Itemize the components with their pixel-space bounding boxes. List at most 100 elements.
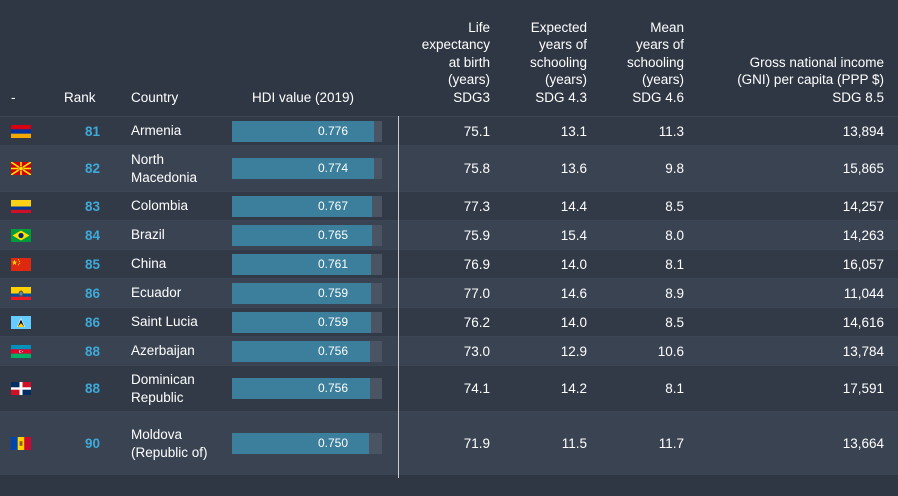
gni-value: 13,664 (842, 436, 884, 451)
hdi-bar-track: 0.750 (232, 433, 382, 454)
mean-schooling-cell: 9.8 (590, 146, 684, 191)
mean-schooling-value: 8.1 (665, 256, 684, 272)
expected-schooling-value: 13.6 (560, 161, 587, 176)
country-cell: North Macedonia (131, 146, 226, 191)
gni-cell: 16,057 (690, 250, 884, 278)
table-row[interactable]: 88 Dominican Republic 0.756 74.1 14.2 8.… (0, 365, 898, 411)
header-flag[interactable]: - (11, 89, 16, 105)
hdi-bar-fill (232, 158, 374, 179)
country-cell: Saint Lucia (131, 308, 226, 336)
hdi-bar-fill (232, 195, 373, 217)
header-expected-schooling[interactable]: Expected years of schooling (years) SDG … (495, 19, 587, 107)
header-gni[interactable]: Gross national income (GNI) per capita (… (690, 54, 884, 107)
rank-cell: 88 (62, 337, 100, 365)
country-cell: Dominican Republic (131, 366, 226, 411)
header-rank[interactable]: Rank (64, 89, 96, 105)
hdi-cell: 0.774 (232, 146, 382, 191)
table-row[interactable]: 88 Azerbaijan 0.756 73.0 12.9 10.6 13,78… (0, 336, 898, 365)
life-expectancy-cell: 75.8 (400, 146, 490, 191)
header-gni-line: (GNI) per capita (PPP $) (737, 72, 884, 87)
expected-schooling-value: 14.0 (560, 256, 587, 272)
gni-cell: 11,044 (690, 279, 884, 307)
life-expectancy-cell: 77.0 (400, 279, 490, 307)
flag-cell (11, 308, 31, 336)
hdi-bar-fill (232, 120, 374, 142)
hdi-bar-fill (232, 311, 371, 333)
expected-schooling-value: 14.6 (560, 285, 587, 301)
gni-cell: 13,894 (690, 117, 884, 145)
expected-schooling-cell: 13.1 (495, 117, 587, 145)
gni-value: 11,044 (843, 285, 884, 301)
hdi-bar-track: 0.761 (232, 253, 382, 275)
country-cell: Armenia (131, 117, 226, 145)
flag-cell (11, 412, 31, 475)
hdi-bar-track: 0.765 (232, 224, 382, 246)
gni-value: 15,865 (842, 161, 884, 176)
country-name: Armenia (131, 123, 182, 138)
header-life-line: expectancy (421, 37, 490, 52)
header-hdi[interactable]: HDI value (2019) (252, 89, 355, 105)
expected-schooling-value: 15.4 (560, 227, 587, 243)
life-expectancy-cell: 71.9 (400, 412, 490, 475)
flag-cell (11, 192, 31, 220)
table-row[interactable]: 85 China 0.761 76.9 14.0 8.1 16,057 (0, 249, 898, 278)
header-country[interactable]: Country (131, 89, 179, 105)
column-divider (398, 116, 399, 478)
expected-schooling-cell: 14.4 (495, 192, 587, 220)
life-expectancy-value: 71.9 (463, 436, 490, 451)
header-expected-line: (years) (544, 72, 587, 87)
expected-schooling-value: 14.0 (560, 314, 587, 330)
gni-value: 16,057 (842, 256, 884, 272)
hdi-bar-fill (232, 224, 372, 246)
header-gni-line: Gross national income (749, 54, 884, 70)
expected-schooling-cell: 12.9 (495, 337, 587, 365)
expected-schooling-value: 13.1 (560, 123, 587, 139)
hdi-cell: 0.767 (232, 192, 382, 220)
country-name: North Macedonia (131, 151, 198, 185)
flag-cell (11, 366, 31, 411)
life-expectancy-cell: 75.9 (400, 221, 490, 249)
table-row[interactable]: 81 Armenia 0.776 75.1 13.1 11.3 13,894 (0, 116, 898, 145)
gni-cell: 14,616 (690, 308, 884, 336)
hdi-bar-track: 0.759 (232, 311, 382, 333)
life-expectancy-value: 75.9 (463, 227, 490, 243)
life-expectancy-cell: 73.0 (400, 337, 490, 365)
rank-value: 88 (84, 381, 100, 396)
expected-schooling-cell: 14.6 (495, 279, 587, 307)
gni-cell: 14,263 (690, 221, 884, 249)
saint-lucia-flag-icon (11, 315, 31, 329)
header-life-line: at birth (448, 54, 490, 70)
hdi-bar-fill (232, 433, 370, 454)
header-life-expectancy[interactable]: Life expectancy at birth (years) SDG3 (400, 19, 490, 107)
rank-cell: 86 (62, 279, 100, 307)
mean-schooling-cell: 8.0 (590, 221, 684, 249)
table-row[interactable]: 83 Colombia 0.767 77.3 14.4 8.5 14,257 (0, 191, 898, 220)
table-row[interactable]: 82 North Macedonia 0.774 75.8 13.6 9.8 1… (0, 145, 898, 191)
life-expectancy-value: 75.1 (463, 123, 490, 139)
mean-schooling-value: 8.1 (665, 381, 684, 396)
table-row[interactable]: 84 Brazil 0.765 75.9 15.4 8.0 14,263 (0, 220, 898, 249)
expected-schooling-value: 11.5 (561, 436, 587, 451)
hdi-cell: 0.759 (232, 279, 382, 307)
rank-value: 81 (84, 123, 100, 139)
hdi-bar-track: 0.767 (232, 195, 382, 217)
hdi-bar-value: 0.756 (317, 343, 348, 358)
table-row[interactable]: 90 Moldova (Republic of) 0.750 71.9 11.5… (0, 411, 898, 475)
mean-schooling-cell: 8.5 (590, 192, 684, 220)
bottom-strip (0, 478, 898, 496)
armenia-flag-icon (11, 124, 31, 138)
rank-value: 86 (84, 285, 100, 301)
mean-schooling-cell: 8.1 (590, 366, 684, 411)
mean-schooling-value: 8.5 (665, 314, 684, 330)
hdi-bar-value: 0.761 (317, 256, 348, 271)
table-row[interactable]: 86 Saint Lucia 0.759 76.2 14.0 8.5 14,61… (0, 307, 898, 336)
mean-schooling-value: 11.3 (658, 123, 684, 139)
expected-schooling-cell: 14.0 (495, 308, 587, 336)
hdi-bar-value: 0.759 (317, 314, 348, 329)
table-row[interactable]: 86 Ecuador 0.759 77.0 14.6 8.9 11,044 (0, 278, 898, 307)
colombia-flag-icon (11, 199, 31, 213)
country-name: Azerbaijan (131, 343, 195, 358)
hdi-bar-track: 0.756 (232, 340, 382, 362)
header-mean-schooling[interactable]: Mean years of schooling (years) SDG 4.6 (590, 19, 684, 107)
country-cell: Moldova (Republic of) (131, 412, 226, 475)
